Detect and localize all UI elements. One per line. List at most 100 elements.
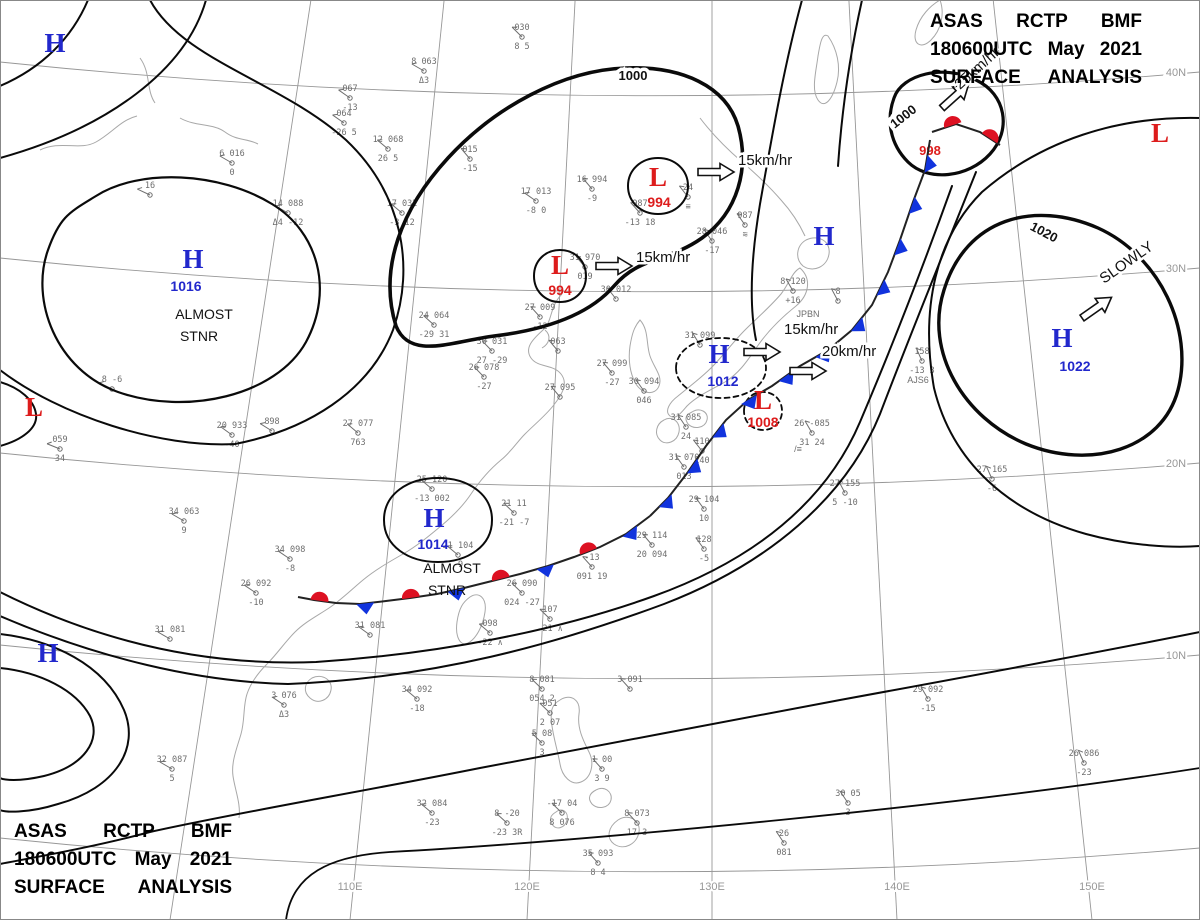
svg-text:158: 158	[914, 347, 929, 357]
svg-text:-5: -5	[699, 554, 709, 564]
station-plot: 158 -13 3	[909, 347, 935, 376]
svg-text:5: 5	[169, 774, 174, 784]
svg-text:26 090: 26 090	[507, 579, 538, 589]
station-plot: 21 104 -9	[443, 541, 474, 570]
high-center: H	[708, 339, 729, 369]
svg-text:27 095: 27 095	[545, 383, 576, 393]
svg-text:10: 10	[699, 514, 709, 524]
svg-text:-23: -23	[424, 818, 439, 828]
station-plot: 21 11 -21 -7	[499, 499, 530, 528]
pressure-centers: HH1016ALMOSTSTNRLHL994L994HH1012L1008H10…	[25, 28, 1169, 668]
svg-text:1 00: 1 00	[592, 755, 612, 765]
svg-text:8 076: 8 076	[549, 818, 575, 828]
svg-text:26 092: 26 092	[241, 579, 272, 589]
svg-text:240: 240	[694, 456, 709, 466]
product-code: ASAS RCTP BMF	[14, 821, 232, 842]
svg-text:≡: ≡	[685, 202, 690, 212]
station-plot: 030 8 5	[511, 23, 530, 52]
station-plot: 067 -13	[338, 84, 358, 113]
svg-text:-27: -27	[604, 378, 619, 388]
svg-text:-27: -27	[476, 382, 491, 392]
svg-text:987: 987	[632, 199, 647, 209]
valid-time: 180600UTC May 2021	[14, 849, 232, 870]
station-plot: 27 155 5 -10	[830, 479, 861, 508]
low-center: L	[1151, 118, 1169, 148]
svg-text:24 064: 24 064	[419, 311, 450, 321]
svg-text:8 063: 8 063	[411, 57, 437, 67]
svg-text:31 081: 31 081	[355, 621, 386, 631]
svg-text:26: 26	[779, 829, 789, 839]
map-small-labels: JPBN AJS6 /≡	[794, 309, 929, 454]
pressure-value: 1014	[417, 536, 448, 552]
svg-text:064: 064	[336, 109, 351, 119]
svg-text:27 165: 27 165	[977, 465, 1008, 475]
movement-speed-label: 15km/hr	[784, 321, 838, 338]
station-plot: 12 068 26 5	[373, 135, 404, 164]
svg-text:26 -085: 26 -085	[794, 419, 830, 429]
svg-text:31 081: 31 081	[155, 625, 186, 635]
station-plot: 34 092 -18	[402, 685, 433, 714]
station-plot: 063	[548, 337, 566, 354]
svg-text:-21 ∧: -21 ∧	[537, 624, 563, 634]
svg-text:015: 015	[462, 145, 477, 155]
svg-text:-3 12: -3 12	[389, 218, 415, 228]
svg-text:-8: -8	[285, 564, 295, 574]
station-plot: 31 099	[685, 331, 715, 348]
svg-text:030: 030	[514, 23, 529, 33]
svg-text:31 070: 31 070	[669, 453, 700, 463]
svg-text:107: 107	[542, 605, 557, 615]
svg-text:26 086: 26 086	[1069, 749, 1100, 759]
svg-text:130E: 130E	[699, 881, 725, 893]
station-plot: 107 -21 ∧	[537, 605, 563, 634]
pressure-value: 1022	[1059, 358, 1090, 374]
movement-speed-label: 15km/hr	[738, 152, 792, 169]
svg-text:3 076: 3 076	[271, 691, 297, 701]
station-plot: 26 086 -23	[1069, 749, 1100, 778]
station-plot: 16 994 -9	[577, 175, 608, 204]
svg-text:081: 081	[776, 848, 791, 858]
svg-text:9: 9	[181, 526, 186, 536]
svg-text:-13 3: -13 3	[909, 366, 935, 376]
station-plot: 064 -26 5	[331, 109, 357, 138]
svg-text:-13 18: -13 18	[625, 218, 656, 228]
svg-text:8 -20: 8 -20	[494, 809, 520, 819]
svg-text:16: 16	[145, 181, 155, 191]
station-plot: 30 094 046	[629, 377, 660, 406]
svg-text:8 120: 8 120	[780, 277, 806, 287]
svg-text:-6: -6	[987, 484, 997, 494]
station-plot: 987 ≋	[736, 211, 753, 240]
high-center: H	[423, 503, 444, 533]
svg-text:098: 098	[482, 619, 497, 629]
station-plot: 8 120 +16	[780, 277, 806, 306]
movement-arrow-icon	[938, 82, 970, 112]
station-plot: 015 -15	[460, 145, 478, 174]
svg-text:21 104: 21 104	[443, 541, 474, 551]
station-plot: 35 093 8 4	[583, 849, 614, 878]
station-plot: 110 240	[692, 437, 710, 466]
svg-text:30 012: 30 012	[601, 285, 632, 295]
svg-text:-29 31: -29 31	[419, 330, 450, 340]
svg-text:29 114: 29 114	[637, 531, 668, 541]
svg-text:987: 987	[737, 211, 752, 221]
station-plot: 29 114 20 094	[637, 531, 668, 560]
station-plot: 26 090 024 -27	[504, 579, 540, 608]
svg-text:20 094: 20 094	[637, 550, 668, 560]
svg-text:110E: 110E	[338, 881, 363, 893]
svg-text:30 05: 30 05	[835, 789, 861, 799]
pressure-value: 994	[647, 194, 671, 210]
svg-text:-10: -10	[248, 598, 263, 608]
svg-text:27 155: 27 155	[830, 479, 861, 489]
svg-text:26 078: 26 078	[469, 363, 500, 373]
svg-text:31 970: 31 970	[570, 253, 601, 263]
title-block-bottom-left: ASAS RCTP BMF 180600UTC May 2021 SURFACE…	[14, 818, 232, 902]
station-plot: -17 04 8 076	[547, 799, 578, 828]
valid-time: 180600UTC May 2021	[930, 39, 1142, 60]
svg-text:29 104: 29 104	[689, 495, 720, 505]
station-plot: 27 077 763	[343, 419, 374, 448]
svg-text:24: 24	[681, 432, 691, 442]
station-plot: 34 063 9	[169, 507, 200, 536]
svg-text:051: 051	[542, 699, 557, 709]
svg-text:-18: -18	[409, 704, 424, 714]
